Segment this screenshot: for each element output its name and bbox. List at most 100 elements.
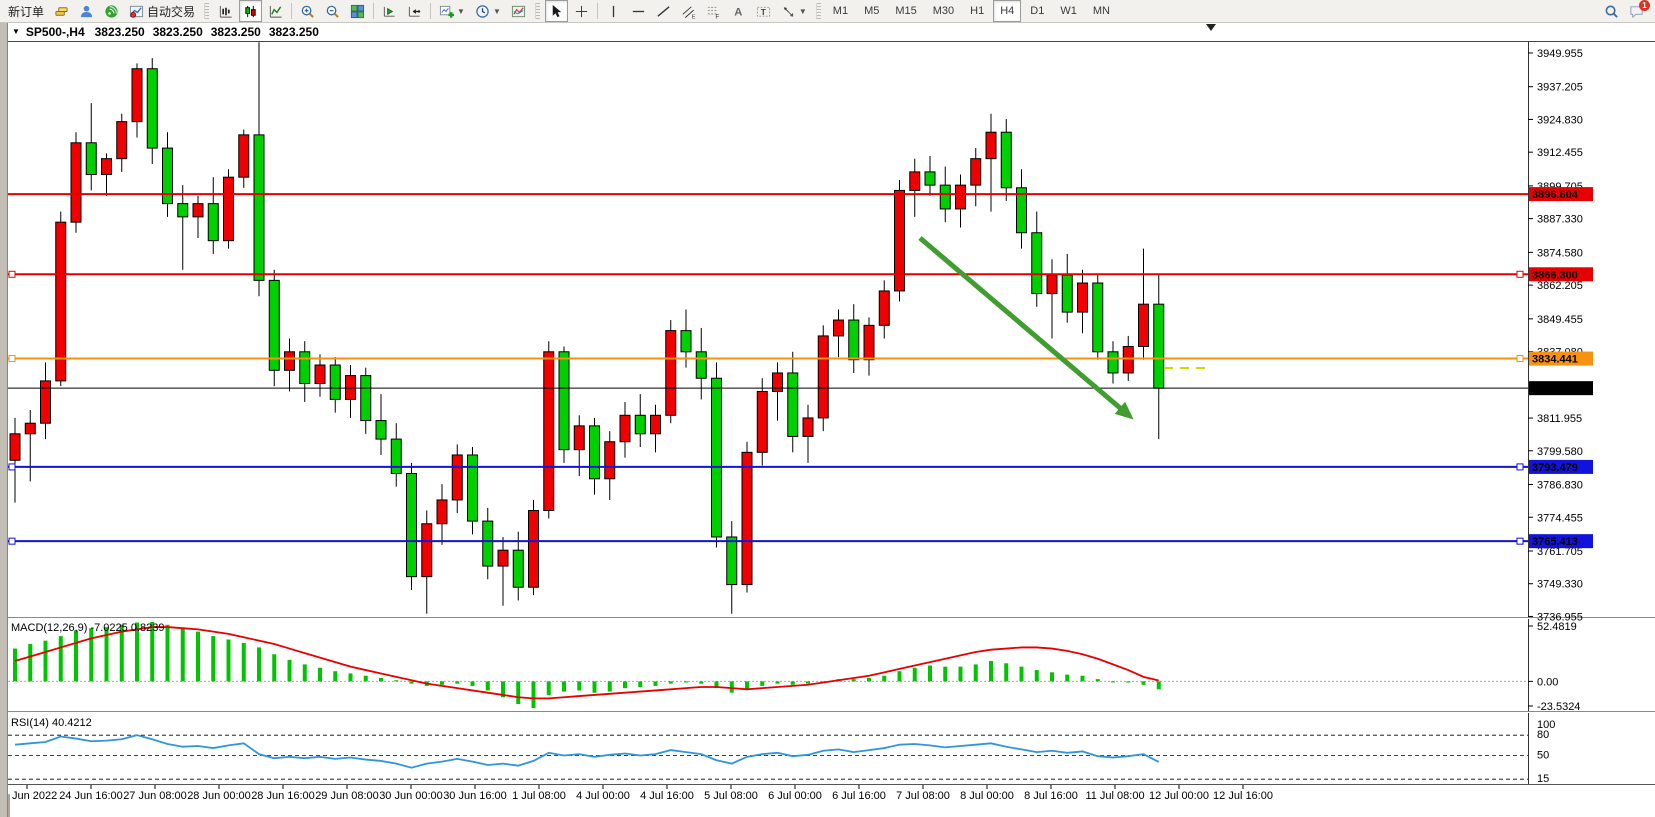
cursor-button[interactable] xyxy=(544,0,568,22)
chart-shift-button[interactable] xyxy=(403,0,426,22)
timeframe-M30[interactable]: M30 xyxy=(932,5,955,17)
rsi-axis-label: 80 xyxy=(1537,729,1549,741)
candle xyxy=(1077,282,1088,313)
search-button[interactable] xyxy=(1600,0,1623,22)
timeframe-M5[interactable]: M5 xyxy=(864,5,880,17)
candle xyxy=(390,438,402,474)
deposit-button[interactable] xyxy=(50,0,73,22)
candle xyxy=(817,335,829,419)
zoom-out-button[interactable] xyxy=(321,0,344,22)
text-button[interactable]: A xyxy=(727,0,750,22)
line-drag-handle[interactable] xyxy=(8,355,16,363)
macd-histogram-bar xyxy=(1004,663,1009,682)
timeframe-M1[interactable]: M1 xyxy=(832,5,849,17)
macd-histogram-bar xyxy=(150,622,155,682)
templates-button[interactable] xyxy=(507,0,530,22)
chart-shift-marker[interactable] xyxy=(1206,24,1216,31)
chevron-down-icon[interactable]: ▼ xyxy=(798,6,807,16)
text-label-button[interactable]: T xyxy=(752,0,775,22)
timeframe-H1[interactable]: H1 xyxy=(970,5,985,17)
candle xyxy=(1061,274,1073,313)
new-order-button[interactable]: 新订单 xyxy=(1,0,48,22)
macd-histogram-bar xyxy=(1080,675,1085,682)
svg-text:A: A xyxy=(734,6,742,18)
signals-button[interactable] xyxy=(100,0,123,22)
macd-histogram-bar xyxy=(1156,681,1161,690)
macd-histogram-bar xyxy=(1065,674,1070,682)
chat-button[interactable]: 1 xyxy=(1625,0,1650,22)
price-level-label xyxy=(1529,459,1593,474)
toolbar-drag-handle xyxy=(534,3,540,19)
macd-histogram-bar xyxy=(912,667,917,682)
macd-histogram-bar xyxy=(165,624,170,682)
macd-histogram-bar xyxy=(989,661,993,682)
candle xyxy=(558,351,570,451)
trendline-button[interactable] xyxy=(652,0,675,22)
equidistant-channel-button[interactable]: E xyxy=(677,0,700,22)
macd-histogram-bar xyxy=(973,664,978,682)
macd-histogram-bar xyxy=(180,628,185,682)
chart-menu-icon[interactable]: ▼ xyxy=(12,27,20,36)
timeframe-MN[interactable]: MN xyxy=(1092,5,1110,17)
trend-arrow[interactable] xyxy=(918,236,1128,415)
time-tick-label: 12 Jul 16:00 xyxy=(1213,790,1273,802)
crosshair-button[interactable] xyxy=(570,0,593,22)
candle xyxy=(1046,274,1058,295)
fibonacci-button[interactable]: F xyxy=(702,0,725,22)
tile-windows-icon xyxy=(350,4,365,19)
line-drag-handle[interactable] xyxy=(1516,537,1524,545)
timeframe-M15[interactable]: M15 xyxy=(895,5,917,17)
macd-histogram-bar xyxy=(790,681,795,685)
candle xyxy=(985,131,997,160)
bar-chart-button[interactable] xyxy=(214,0,237,22)
candle xyxy=(894,189,905,292)
timeframe-H4[interactable]: H4 xyxy=(993,0,1022,22)
auto-scroll-button[interactable] xyxy=(378,0,401,22)
chevron-down-icon[interactable]: ▼ xyxy=(457,6,465,16)
timeframe-D1[interactable]: D1 xyxy=(1030,5,1045,17)
macd-histogram-bar xyxy=(638,681,643,688)
quote-high: 3823.250 xyxy=(152,24,203,39)
channel-icon: E xyxy=(681,4,696,19)
price-tick-label: 3761.705 xyxy=(1537,546,1583,558)
macd-histogram-bar xyxy=(13,648,17,682)
candle xyxy=(85,142,97,176)
indicators-button[interactable]: ▼ xyxy=(435,0,469,22)
toolbar-separator xyxy=(291,3,293,19)
line-drag-handle[interactable] xyxy=(1516,463,1524,471)
macd-histogram-bar xyxy=(1050,672,1054,682)
candle xyxy=(756,390,768,453)
macd-histogram-bar xyxy=(333,671,338,682)
time-tick-label: 30 Jun 00:00 xyxy=(379,790,443,802)
time-tick-label: 11 Jul 08:00 xyxy=(1085,790,1144,802)
autotrading-button[interactable]: 自动交易 xyxy=(125,0,199,22)
price-tick-label: 3799.580 xyxy=(1537,446,1583,458)
price-tick-label: 3949.955 xyxy=(1537,48,1583,60)
text-icon: A xyxy=(731,4,746,19)
tile-windows-button[interactable] xyxy=(346,0,369,22)
candle xyxy=(650,414,661,435)
line-drag-handle[interactable] xyxy=(8,537,16,545)
periods-button[interactable]: ▼ xyxy=(471,0,505,22)
line-drag-handle[interactable] xyxy=(8,463,16,471)
line-chart-button[interactable] xyxy=(264,0,287,22)
candle xyxy=(55,221,67,382)
candle xyxy=(680,330,692,353)
chevron-down-icon[interactable]: ▼ xyxy=(492,6,501,16)
macd-histogram-bar xyxy=(928,665,932,682)
zoom-in-button[interactable] xyxy=(296,0,319,22)
line-drag-handle[interactable] xyxy=(8,270,16,278)
crosshair-icon xyxy=(574,4,589,19)
vertical-line-button[interactable] xyxy=(602,0,625,22)
line-drag-handle[interactable] xyxy=(1516,355,1524,363)
arrows-button[interactable]: ▼ xyxy=(777,0,811,22)
timeframe-W1[interactable]: W1 xyxy=(1060,5,1077,17)
community-button[interactable] xyxy=(75,0,98,22)
price-tick-label: 3937.205 xyxy=(1537,82,1583,94)
candle xyxy=(223,176,234,242)
candlestick-button[interactable] xyxy=(239,0,263,22)
line-drag-handle[interactable] xyxy=(1516,270,1524,278)
horizontal-line-button[interactable] xyxy=(627,0,650,22)
macd-histogram-bar xyxy=(623,681,627,689)
